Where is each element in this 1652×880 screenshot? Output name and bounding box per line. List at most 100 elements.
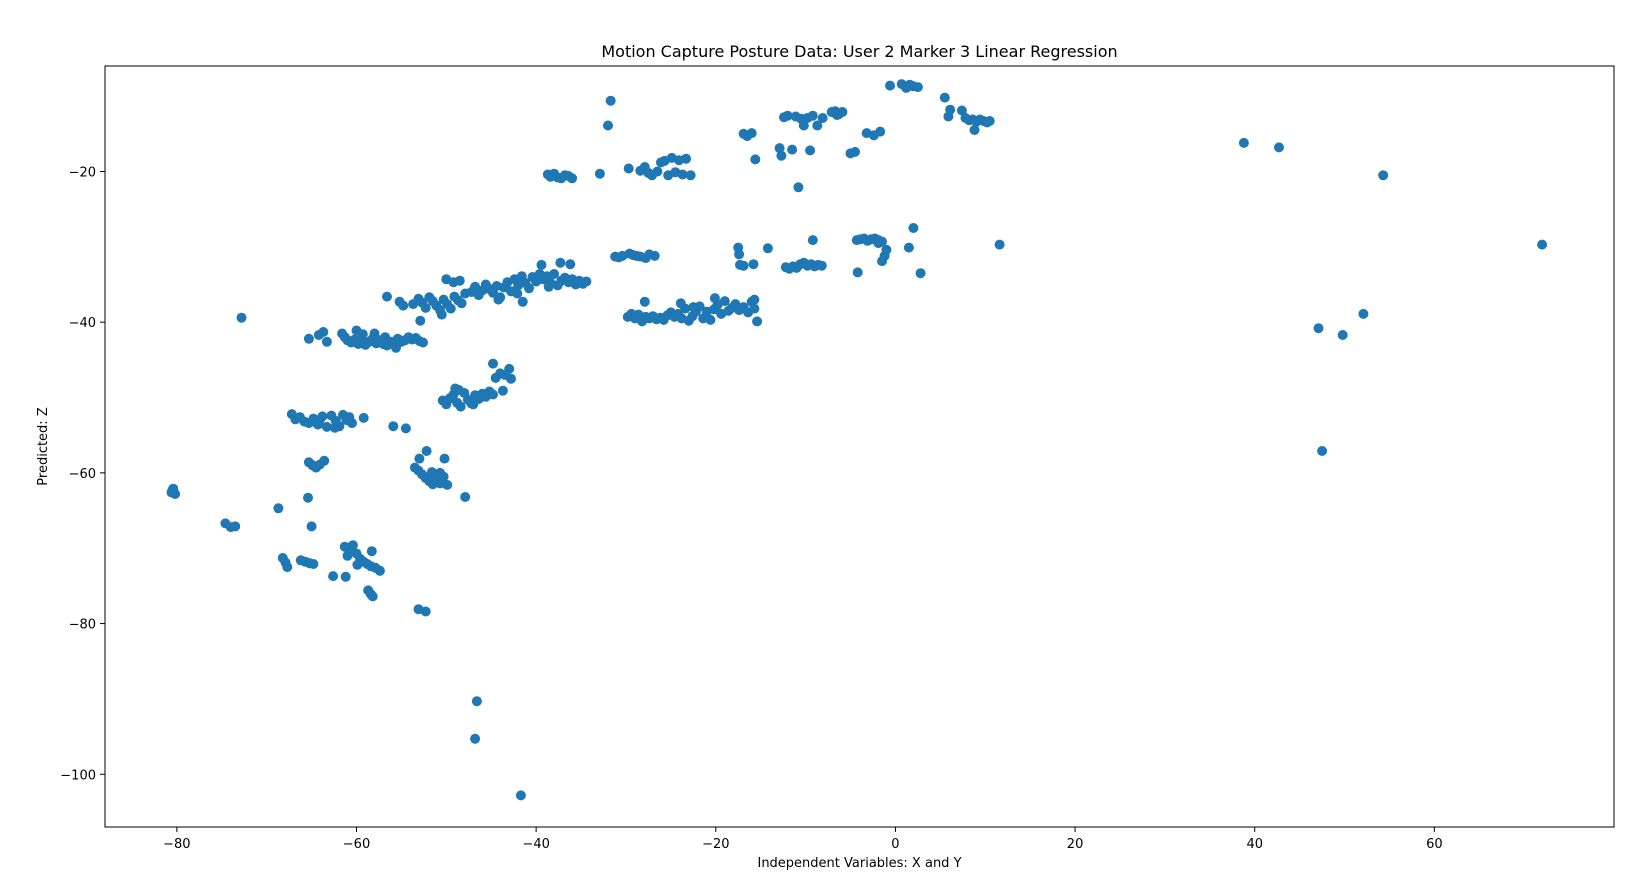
data-point [816, 260, 827, 271]
chart-title: Motion Capture Posture Data: User 2 Mark… [601, 42, 1117, 61]
data-point [536, 259, 547, 270]
x-tick-label: −80 [163, 837, 190, 852]
data-point [719, 296, 730, 307]
data-point [807, 235, 818, 246]
data-point [369, 328, 380, 339]
data-point [881, 244, 892, 255]
data-point [314, 415, 325, 426]
data-point [805, 145, 816, 156]
data-point [306, 521, 317, 532]
y-axis-ticks: −20 −40 −60 −80 −100 [60, 165, 105, 783]
data-point [782, 110, 793, 121]
data-point [581, 276, 592, 287]
data-points [166, 79, 1548, 801]
data-point [885, 80, 895, 91]
data-point [470, 733, 481, 744]
data-point [749, 294, 760, 305]
y-tick-label: −20 [69, 165, 96, 180]
data-point [318, 327, 329, 337]
data-point [436, 309, 447, 320]
x-tick-label: 60 [1426, 837, 1443, 852]
data-point [675, 298, 686, 309]
data-point [945, 104, 956, 115]
data-point [321, 336, 332, 347]
data-point [230, 521, 241, 532]
y-axis-label: Predicted: Z [36, 407, 51, 486]
data-point [649, 250, 660, 261]
data-point [488, 358, 498, 369]
data-point [352, 559, 363, 570]
data-point [688, 302, 699, 313]
data-point [374, 565, 385, 576]
data-point [439, 453, 450, 464]
data-point [748, 259, 759, 270]
data-point [382, 291, 392, 302]
data-point [677, 169, 688, 180]
data-point [303, 492, 313, 503]
data-point [420, 606, 431, 617]
data-point [282, 562, 293, 573]
data-point [426, 467, 437, 478]
data-point [454, 275, 465, 286]
data-point [984, 116, 995, 126]
data-point [357, 329, 368, 340]
x-axis-ticks: −80 −60 −40 −20 0 20 40 60 [163, 827, 1443, 852]
data-point [915, 268, 926, 279]
data-point [456, 298, 467, 309]
data-point [460, 492, 471, 502]
data-point [956, 105, 967, 116]
data-point [873, 238, 884, 249]
data-point [421, 446, 432, 456]
data-point [303, 333, 314, 344]
data-point [787, 144, 798, 155]
data-point [347, 418, 357, 429]
data-point [623, 163, 634, 174]
data-point [1317, 446, 1328, 456]
data-point [445, 303, 456, 314]
data-point [488, 389, 498, 400]
data-point [415, 315, 426, 326]
data-point [605, 95, 616, 106]
data-point [798, 120, 809, 131]
data-point [455, 401, 466, 412]
data-point [328, 571, 339, 582]
data-point [319, 455, 330, 466]
data-point [308, 559, 319, 569]
data-point [1313, 323, 1324, 334]
data-point [512, 288, 523, 299]
x-tick-label: −40 [522, 837, 549, 852]
data-point [418, 337, 428, 348]
data-point [524, 283, 534, 294]
data-point [752, 316, 763, 327]
data-point [567, 173, 578, 184]
data-point [685, 170, 696, 181]
data-point [515, 790, 526, 801]
data-point [391, 342, 401, 353]
data-point [400, 423, 411, 434]
data-point [565, 259, 576, 270]
data-point [852, 267, 863, 278]
data-point [347, 540, 358, 551]
data-point [388, 421, 399, 432]
data-point [1537, 239, 1548, 250]
data-point [912, 82, 923, 93]
data-point [705, 314, 716, 325]
y-tick-label: −80 [69, 618, 96, 633]
data-point [908, 223, 919, 233]
data-point [807, 110, 818, 121]
data-point [994, 239, 1005, 250]
data-point [875, 126, 886, 137]
data-point [358, 412, 369, 423]
x-tick-label: −20 [702, 837, 729, 852]
data-point [639, 296, 650, 307]
data-point [709, 293, 720, 304]
data-point [329, 422, 340, 433]
plot-area-frame [104, 65, 1615, 828]
x-tick-label: 40 [1246, 837, 1263, 852]
data-point [749, 303, 760, 314]
data-point [774, 143, 785, 154]
data-point [594, 168, 605, 179]
data-point [340, 571, 351, 582]
data-point [549, 269, 560, 279]
